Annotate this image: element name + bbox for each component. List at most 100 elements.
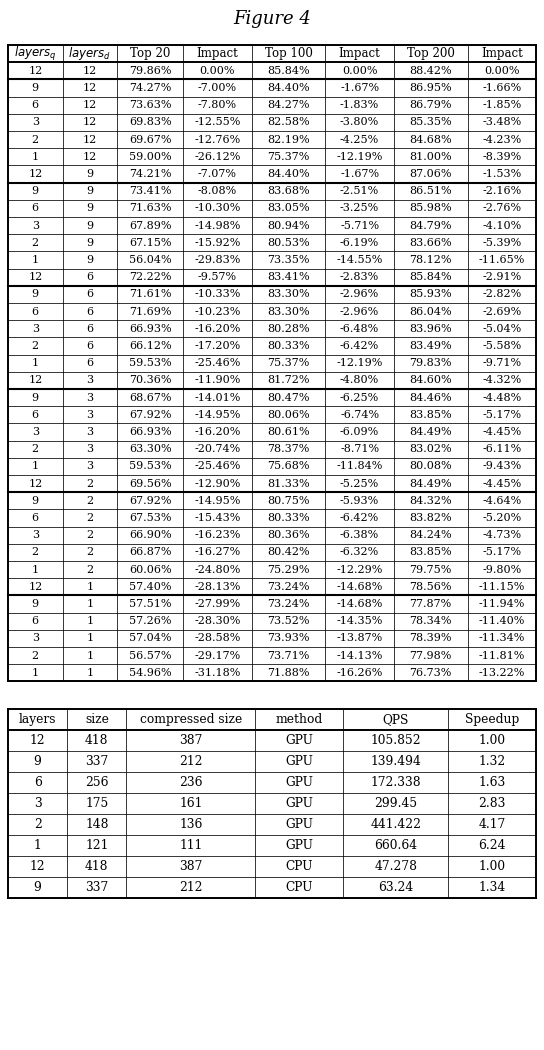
Text: 67.15%: 67.15% xyxy=(129,237,171,248)
Text: 80.94%: 80.94% xyxy=(267,220,310,231)
Text: -11.81%: -11.81% xyxy=(479,651,525,660)
Text: GPU: GPU xyxy=(285,797,313,811)
Text: -2.82%: -2.82% xyxy=(482,290,522,299)
Text: -11.34%: -11.34% xyxy=(479,633,525,644)
Text: 80.06%: 80.06% xyxy=(267,410,310,420)
Text: 79.75%: 79.75% xyxy=(410,565,452,574)
Text: -28.58%: -28.58% xyxy=(194,633,240,644)
Text: -25.46%: -25.46% xyxy=(194,461,240,471)
Text: -6.19%: -6.19% xyxy=(340,237,379,248)
Text: 9: 9 xyxy=(34,881,41,895)
Text: -26.12%: -26.12% xyxy=(194,152,240,162)
Text: CPU: CPU xyxy=(285,860,313,874)
Text: 2: 2 xyxy=(32,651,39,660)
Text: 86.51%: 86.51% xyxy=(410,186,452,196)
Text: -5.58%: -5.58% xyxy=(482,341,522,351)
Text: 6: 6 xyxy=(32,410,39,420)
Text: 57.26%: 57.26% xyxy=(129,616,171,626)
Text: -3.48%: -3.48% xyxy=(482,118,522,127)
Text: 67.92%: 67.92% xyxy=(129,496,171,506)
Text: 2: 2 xyxy=(32,341,39,351)
Text: 1: 1 xyxy=(86,668,94,678)
Text: 86.95%: 86.95% xyxy=(410,83,452,93)
Text: 78.34%: 78.34% xyxy=(410,616,452,626)
Text: 47.278: 47.278 xyxy=(374,860,417,874)
Text: 9: 9 xyxy=(86,220,94,231)
Text: 2: 2 xyxy=(86,565,94,574)
Text: 6: 6 xyxy=(32,100,39,110)
Text: 73.52%: 73.52% xyxy=(267,616,310,626)
Text: 418: 418 xyxy=(85,734,109,748)
Text: -14.13%: -14.13% xyxy=(336,651,383,660)
Text: GPU: GPU xyxy=(285,818,313,832)
Text: 78.56%: 78.56% xyxy=(410,582,452,592)
Text: 75.68%: 75.68% xyxy=(267,461,310,471)
Text: -6.32%: -6.32% xyxy=(340,547,379,558)
Text: -15.43%: -15.43% xyxy=(194,513,240,523)
Text: 80.75%: 80.75% xyxy=(267,496,310,506)
Text: -5.71%: -5.71% xyxy=(340,220,379,231)
Text: -4.64%: -4.64% xyxy=(482,496,522,506)
Text: 83.82%: 83.82% xyxy=(410,513,452,523)
Text: 9: 9 xyxy=(32,598,39,609)
Text: -11.15%: -11.15% xyxy=(479,582,525,592)
Text: Speedup: Speedup xyxy=(465,713,520,727)
Text: 71.61%: 71.61% xyxy=(129,290,171,299)
Text: 12: 12 xyxy=(28,272,42,282)
Text: 73.71%: 73.71% xyxy=(267,651,310,660)
Text: -5.17%: -5.17% xyxy=(483,410,522,420)
Text: 80.36%: 80.36% xyxy=(267,530,310,540)
Text: 59.53%: 59.53% xyxy=(129,358,171,369)
Text: 9: 9 xyxy=(86,204,94,213)
Text: 84.24%: 84.24% xyxy=(410,530,452,540)
Text: -2.83%: -2.83% xyxy=(340,272,379,282)
Text: 3: 3 xyxy=(86,410,94,420)
Text: 68.67%: 68.67% xyxy=(129,393,171,402)
Text: -12.29%: -12.29% xyxy=(336,565,383,574)
Text: 418: 418 xyxy=(85,860,109,874)
Text: 9: 9 xyxy=(32,496,39,506)
Text: 77.87%: 77.87% xyxy=(410,598,452,609)
Text: 66.93%: 66.93% xyxy=(129,427,171,437)
Text: 81.72%: 81.72% xyxy=(267,376,310,385)
Text: -5.17%: -5.17% xyxy=(483,547,522,558)
Text: -16.20%: -16.20% xyxy=(194,323,240,334)
Text: 172.338: 172.338 xyxy=(370,776,421,790)
Text: GPU: GPU xyxy=(285,734,313,748)
Text: -2.96%: -2.96% xyxy=(340,290,379,299)
Text: 73.41%: 73.41% xyxy=(129,186,171,196)
Text: 66.87%: 66.87% xyxy=(129,547,171,558)
Text: 56.04%: 56.04% xyxy=(129,255,171,265)
Text: 80.61%: 80.61% xyxy=(267,427,310,437)
Text: 337: 337 xyxy=(85,755,108,769)
Text: 9: 9 xyxy=(32,290,39,299)
Text: -4.10%: -4.10% xyxy=(482,220,522,231)
Text: 6: 6 xyxy=(32,204,39,213)
Text: -9.43%: -9.43% xyxy=(482,461,522,471)
Text: 121: 121 xyxy=(85,839,109,853)
Text: -6.42%: -6.42% xyxy=(340,341,379,351)
Text: 86.04%: 86.04% xyxy=(410,307,452,317)
Text: 3: 3 xyxy=(32,220,39,231)
Text: 1: 1 xyxy=(32,565,39,574)
Text: 0.00%: 0.00% xyxy=(484,66,520,76)
Text: -1.66%: -1.66% xyxy=(482,83,522,93)
Text: -14.95%: -14.95% xyxy=(194,496,240,506)
Text: -6.74%: -6.74% xyxy=(340,410,379,420)
Text: GPU: GPU xyxy=(285,839,313,853)
Text: 75.29%: 75.29% xyxy=(267,565,310,574)
Text: 63.24: 63.24 xyxy=(378,881,413,895)
Text: 75.37%: 75.37% xyxy=(267,152,310,162)
Text: 85.35%: 85.35% xyxy=(410,118,452,127)
Text: 71.69%: 71.69% xyxy=(129,307,171,317)
Text: -5.25%: -5.25% xyxy=(340,479,379,488)
Text: -8.08%: -8.08% xyxy=(198,186,237,196)
Text: 70.36%: 70.36% xyxy=(129,376,171,385)
Text: 212: 212 xyxy=(179,881,202,895)
Text: -5.04%: -5.04% xyxy=(482,323,522,334)
Text: Top 200: Top 200 xyxy=(407,47,455,60)
Text: 73.93%: 73.93% xyxy=(267,633,310,644)
Text: 60.06%: 60.06% xyxy=(129,565,171,574)
Text: 441.422: 441.422 xyxy=(370,818,421,832)
Text: -1.67%: -1.67% xyxy=(340,83,379,93)
